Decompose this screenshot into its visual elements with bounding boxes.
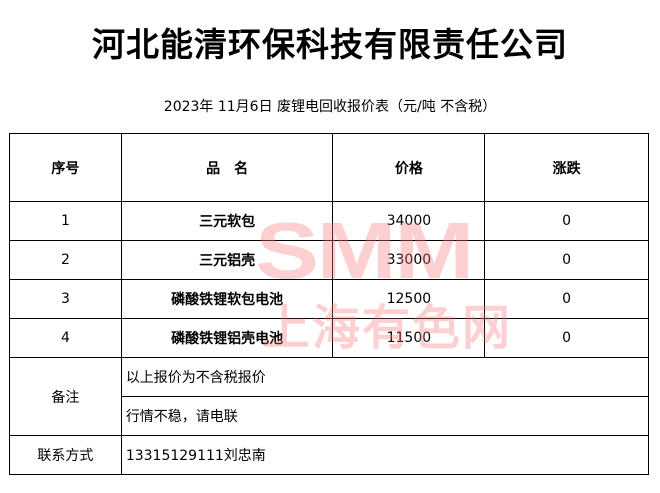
row-name: 磷酸铁锂软包电池 <box>120 279 334 319</box>
table-row: 4 磷酸铁锂铝壳电池 11500 0 <box>9 318 649 358</box>
row-name: 三元铝壳 <box>120 240 334 280</box>
header-price: 价格 <box>332 133 486 202</box>
row-change: 0 <box>484 240 649 280</box>
remark-text: 行情不稳，请电联 <box>120 396 650 436</box>
remark-text: 以上报价为不含税报价 <box>120 357 650 397</box>
row-price: 33000 <box>332 240 486 280</box>
remarks-row: 行情不稳，请电联 <box>10 396 650 436</box>
contact-label: 联系方式 <box>9 435 122 475</box>
remarks-row: 备注 以上报价为不含税报价 <box>9 357 650 436</box>
row-change: 0 <box>484 201 649 241</box>
row-no: 2 <box>9 240 122 280</box>
table-row: 1 三元软包 34000 0 <box>9 201 649 241</box>
company-title: 河北能清环保科技有限责任公司 <box>92 25 568 64</box>
header-name: 品 名 <box>120 133 334 202</box>
contact-row: 联系方式 13315129111刘忠南 <box>9 435 650 475</box>
table-row: 3 磷酸铁锂软包电池 12500 0 <box>9 279 649 319</box>
row-no: 3 <box>9 279 122 319</box>
row-name: 磷酸铁锂铝壳电池 <box>120 318 334 358</box>
header-no: 序号 <box>9 133 122 202</box>
row-name: 三元软包 <box>120 201 334 241</box>
table-header-row: 序号 品 名 价格 涨跌 <box>9 133 649 202</box>
price-list-subtitle: 2023年 11月6日 废锂电回收报价表（元/吨 不含税） <box>163 99 497 115</box>
row-change: 0 <box>484 279 649 319</box>
row-price: 34000 <box>332 201 486 241</box>
row-no: 4 <box>9 318 122 358</box>
table-row: 2 三元铝壳 33000 0 <box>9 240 649 280</box>
header-change: 涨跌 <box>484 133 649 202</box>
row-no: 1 <box>9 201 122 241</box>
remarks-label: 备注 <box>9 357 122 436</box>
row-change: 0 <box>484 318 649 358</box>
row-price: 11500 <box>332 318 486 358</box>
row-price: 12500 <box>332 279 486 319</box>
price-table: 序号 品 名 价格 涨跌 1 三元软包 34000 0 2 三元铝壳 33000… <box>9 133 650 475</box>
contact-value: 13315129111刘忠南 <box>120 435 650 475</box>
